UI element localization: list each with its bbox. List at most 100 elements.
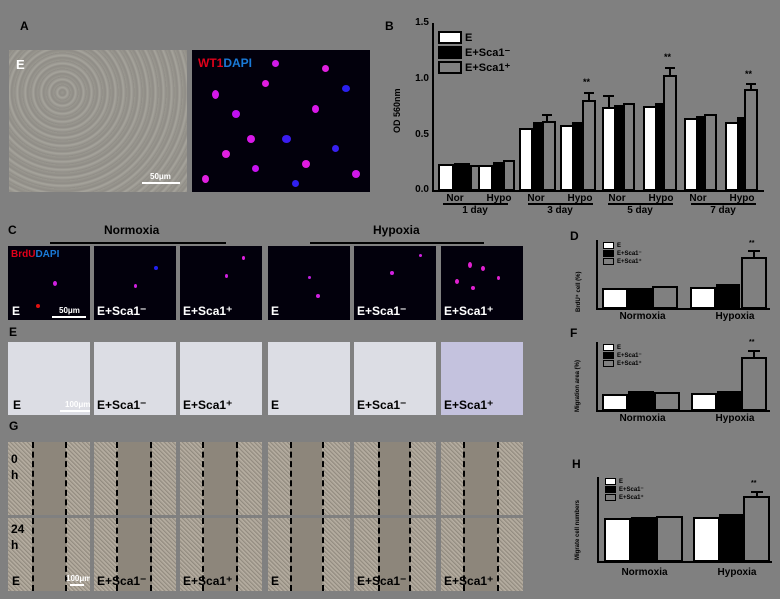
panel-label-c: C (8, 223, 17, 237)
significance-marker: ** (749, 240, 755, 247)
group-label: 1 day (462, 205, 488, 216)
scale-bar-label: 50μm (150, 172, 171, 181)
x-tick: Normoxia (621, 567, 668, 578)
x-tick: Hypoxia (715, 311, 755, 322)
significance-marker: ** (664, 52, 672, 62)
stain-dapi: DAPI (223, 56, 253, 70)
group-underline (310, 242, 484, 244)
legend-item-sca1-plus: E+Sca1⁺ (603, 258, 642, 265)
y-axis (596, 342, 598, 412)
legend-item-sca1-plus: E+Sca1⁺ (438, 61, 510, 74)
significance-marker: ** (749, 339, 755, 346)
x-tick: Nor (446, 193, 464, 204)
x-axis (596, 308, 770, 310)
scale-bar (70, 584, 84, 586)
brdu-image: E+Sca1⁺ (180, 246, 262, 320)
scratch-image (268, 442, 350, 515)
brdu-image: E (268, 246, 350, 320)
group-underline (443, 203, 508, 205)
scratch-image (441, 442, 523, 515)
brdu-image: E+Sca1⁻ (94, 246, 176, 320)
x-tick: Nor (689, 193, 707, 204)
y-axis (597, 477, 599, 562)
y-axis (432, 23, 434, 191)
legend-item-sca1-plus: E+Sca1⁺ (603, 360, 642, 367)
transwell-image: E (268, 342, 350, 415)
fluorescence-image-a: WT1DAPI (192, 50, 370, 192)
group-header-hypoxia: Hypoxia (373, 223, 420, 237)
x-tick: Nor (608, 193, 626, 204)
x-tick: Hypo (648, 193, 674, 204)
x-axis (597, 561, 772, 563)
panel-label-a: A (20, 19, 29, 33)
stain-label: WT1DAPI (198, 56, 252, 70)
x-tick: Hypo (486, 193, 512, 204)
legend-item-sca1-minus: E+Sca1⁻ (438, 46, 510, 59)
transwell-image: E+Sca1⁺ (441, 342, 523, 415)
y-axis-label-h: Migrate cell numbers (575, 499, 581, 560)
y-tick: 1.5 (415, 17, 429, 28)
scratch-image: E (268, 518, 350, 591)
group-header-normoxia: Normoxia (104, 223, 160, 237)
scratch-image: E+Sca1⁺ (180, 518, 262, 591)
legend-item-sca1-plus: E+Sca1⁺ (605, 494, 644, 501)
legend-item-e: E (605, 478, 623, 485)
scratch-image (180, 442, 262, 515)
x-tick: Normoxia (619, 413, 666, 424)
transwell-image: E+Sca1⁺ (180, 342, 262, 415)
group-underline (528, 203, 593, 205)
legend-item-sca1-minus: E+Sca1⁻ (605, 486, 644, 493)
scratch-image (94, 442, 176, 515)
scale-bar (142, 182, 180, 184)
legend-item-e: E (603, 344, 621, 351)
legend-item-e: E (603, 242, 621, 249)
significance-marker: ** (583, 77, 591, 87)
y-tick: 1.0 (415, 73, 429, 84)
panel-label-f: F (570, 326, 578, 340)
brdu-image: BrdUDAPI E 50μm (8, 246, 90, 320)
image-tag: E (16, 57, 25, 72)
legend-item-sca1-minus: E+Sca1⁻ (603, 352, 642, 359)
group-underline (691, 203, 756, 205)
group-label: 7 day (710, 205, 736, 216)
panel-label-b: B (385, 19, 394, 33)
panel-label-e: E (9, 325, 18, 339)
y-tick: 0.5 (415, 129, 429, 140)
x-tick: Nor (527, 193, 545, 204)
y-tick: 0.0 (415, 184, 429, 195)
group-label: 5 day (627, 205, 653, 216)
x-axis (596, 410, 770, 412)
scale-bar (52, 316, 86, 318)
scratch-image: 24 h E 100μm (8, 518, 90, 591)
panel-label-d: D (570, 229, 579, 243)
scratch-image (354, 442, 436, 515)
group-label: 3 day (547, 205, 573, 216)
panel-label-h: H (572, 457, 581, 471)
transwell-image: E 100μm (8, 342, 90, 415)
x-axis (432, 190, 764, 192)
brdu-image: E+Sca1⁺ (441, 246, 523, 320)
y-axis-label-d: BrdU⁺ cell (%) (576, 271, 582, 312)
transwell-image: E+Sca1⁻ (354, 342, 436, 415)
transwell-image: E+Sca1⁻ (94, 342, 176, 415)
legend-item-sca1-minus: E+Sca1⁻ (603, 250, 642, 257)
scratch-image: E+Sca1⁺ (441, 518, 523, 591)
scratch-image: 0 h (8, 442, 90, 515)
scratch-image: E+Sca1⁻ (94, 518, 176, 591)
panel-label-g: G (9, 419, 19, 433)
stain-wt1: WT1 (198, 56, 224, 70)
y-axis-label-b: OD 560nm (392, 88, 402, 133)
x-tick: Hypoxia (715, 413, 755, 424)
brdu-image: E+Sca1⁻ (354, 246, 436, 320)
x-tick: Hypoxia (717, 567, 757, 578)
scale-bar (60, 410, 90, 412)
y-axis (596, 240, 598, 310)
scratch-image: E+Sca1⁻ (354, 518, 436, 591)
legend-item-e: E (438, 31, 472, 44)
x-tick: Hypo (567, 193, 593, 204)
phase-contrast-image-a: E 50μm (9, 50, 187, 192)
group-underline (608, 203, 673, 205)
x-tick: Normoxia (619, 311, 666, 322)
x-tick: Hypo (729, 193, 755, 204)
significance-marker: ** (751, 480, 757, 487)
